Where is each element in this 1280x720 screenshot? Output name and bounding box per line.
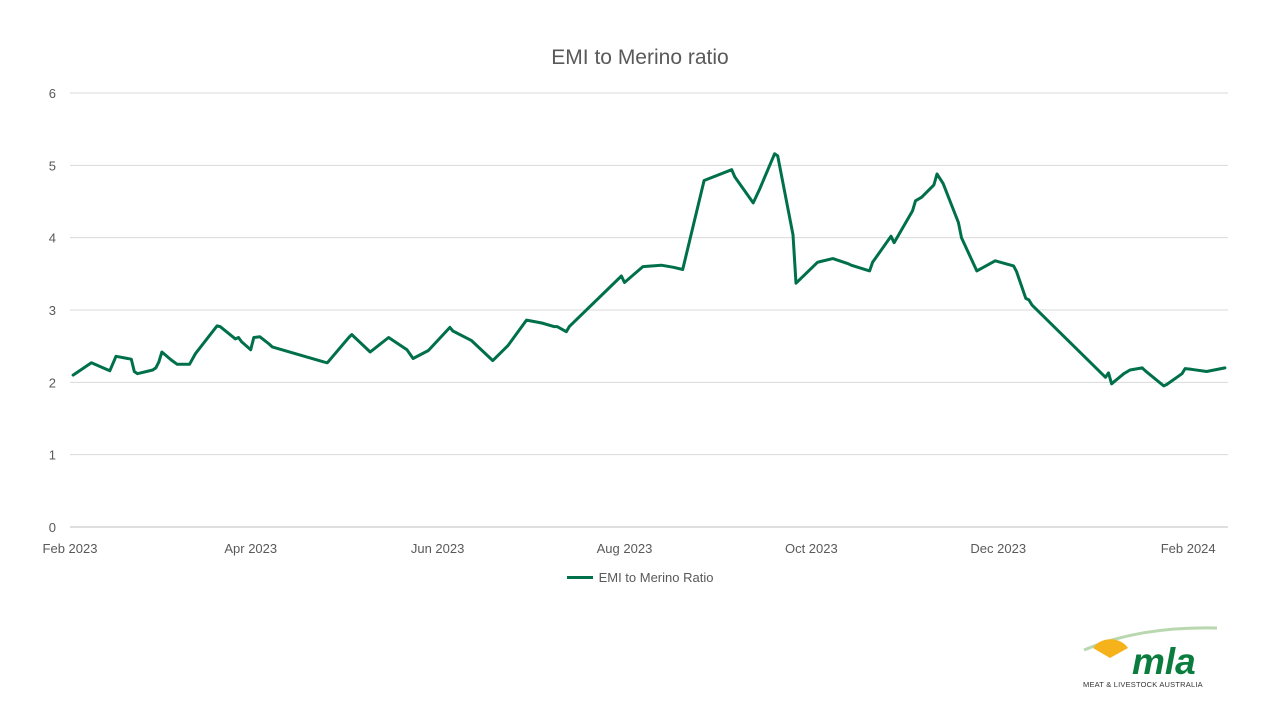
x-tick-label: Aug 2023 [597,541,653,556]
x-tick-label: Jun 2023 [411,541,465,556]
gridlines [70,92,1228,456]
y-tick-label: 3 [49,303,56,318]
legend-swatch [566,576,593,579]
y-axis-tick-labels: 0 1 2 3 4 5 6 [49,86,56,535]
x-tick-label: Feb 2024 [1161,541,1216,556]
logo-sun [1093,639,1128,658]
y-tick-label: 5 [49,158,56,173]
x-tick-label: Dec 2023 [970,541,1026,556]
y-tick-label: 1 [49,448,56,463]
y-tick-label: 6 [49,86,56,101]
y-tick-label: 2 [49,375,56,390]
y-tick-label: 0 [49,520,56,535]
x-axis-tick-labels: Feb 2023 Apr 2023 Jun 2023 Aug 2023 Oct 2023… [43,541,1216,556]
x-tick-label: Apr 2023 [224,541,277,556]
chart-title: EMI to Merino ratio [551,46,729,69]
y-tick-label: 4 [49,231,56,246]
logo-tagline: MEAT & LIVESTOCK AUSTRALIA [1083,680,1203,689]
x-tick-label: Feb 2023 [43,541,98,556]
x-tick-label: Oct 2023 [785,541,838,556]
legend: EMI to Merino Ratio [0,570,1280,585]
series-line [71,152,1227,388]
series-layer [71,152,1227,388]
logo-wordmark: mla [1132,641,1196,682]
sun-over-hills-icon: mla [1083,626,1218,682]
legend-label: EMI to Merino Ratio [598,570,714,585]
